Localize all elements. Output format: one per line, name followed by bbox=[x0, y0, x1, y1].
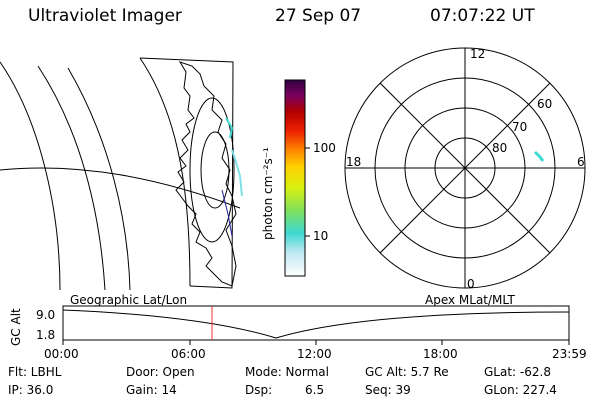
coastline bbox=[175, 61, 237, 287]
aurora-emission bbox=[225, 117, 234, 139]
glon-status: GLon: 227.4 bbox=[484, 383, 557, 397]
colorbar-tick-label: 100 bbox=[313, 141, 336, 155]
mlt-label-6: 6 bbox=[577, 155, 585, 169]
mlt-label-12: 12 bbox=[470, 47, 486, 61]
x-tick-label: 00:00 bbox=[44, 347, 79, 361]
x-tick-label: 18:00 bbox=[423, 347, 458, 361]
door-status: Door: Open bbox=[126, 365, 195, 379]
mlat-label-60: 60 bbox=[537, 97, 553, 111]
dsp-value: 6.5 bbox=[305, 383, 325, 397]
x-tick-label: 12:00 bbox=[297, 347, 332, 361]
gc-alt-status: GC Alt: 5.7 Re bbox=[365, 365, 449, 379]
aurora-emission bbox=[231, 149, 243, 197]
apex-coords-label: Apex MLat/MLT bbox=[425, 293, 515, 307]
gain-status: Gain: 14 bbox=[126, 383, 177, 397]
mode-status: Mode: Normal bbox=[245, 365, 329, 379]
latitude-arc bbox=[67, 67, 131, 291]
colorbar-gradient bbox=[284, 79, 306, 277]
mlt-label-0: 0 bbox=[467, 277, 475, 291]
glat-status: GLat: -62.8 bbox=[484, 365, 551, 379]
meridian-line bbox=[0, 167, 241, 209]
timeline-axis-label: GC Alt bbox=[9, 308, 23, 346]
time-label: 07:07:22 UT bbox=[430, 6, 535, 26]
ip-status: IP: 36.0 bbox=[8, 383, 54, 397]
mlt-diagonal bbox=[379, 82, 551, 254]
filter-status: Flt: LBHL bbox=[8, 365, 62, 379]
y-tick-label: 1.8 bbox=[36, 328, 56, 342]
seq-status: Seq: 39 bbox=[365, 383, 411, 397]
geo-coords-label: Geographic Lat/Lon bbox=[70, 293, 188, 307]
date-label: 27 Sep 07 bbox=[275, 6, 362, 26]
globe-boundary bbox=[139, 57, 234, 289]
graticule-loop bbox=[189, 97, 235, 243]
timeline-panel bbox=[62, 305, 570, 345]
y-tick-label: 9.0 bbox=[36, 308, 56, 322]
geographic-map bbox=[0, 57, 243, 291]
instrument-title: Ultraviolet Imager bbox=[28, 6, 182, 26]
dsp-label: Dsp: bbox=[245, 383, 273, 397]
timeline-frame bbox=[62, 305, 570, 341]
x-tick-label: 23:59 bbox=[552, 347, 587, 361]
mlat-label-70: 70 bbox=[512, 120, 528, 134]
colorbar-tick-label: 10 bbox=[313, 229, 329, 243]
x-tick-label: 06:00 bbox=[171, 347, 206, 361]
latitude-arc bbox=[0, 61, 61, 291]
altitude-curve bbox=[62, 309, 570, 339]
mlt-label-18: 18 bbox=[346, 155, 362, 169]
globe-edge bbox=[139, 57, 191, 287]
latitude-arc bbox=[37, 65, 106, 291]
colorbar bbox=[284, 79, 310, 277]
graticule-loop bbox=[200, 131, 230, 209]
mlat-label-80: 80 bbox=[492, 141, 508, 155]
aurora-emission bbox=[533, 150, 545, 162]
polar-plot bbox=[344, 47, 586, 289]
colorbar-unit-label: photon cm⁻²s⁻¹ bbox=[261, 147, 275, 240]
orbit-track bbox=[221, 189, 233, 237]
